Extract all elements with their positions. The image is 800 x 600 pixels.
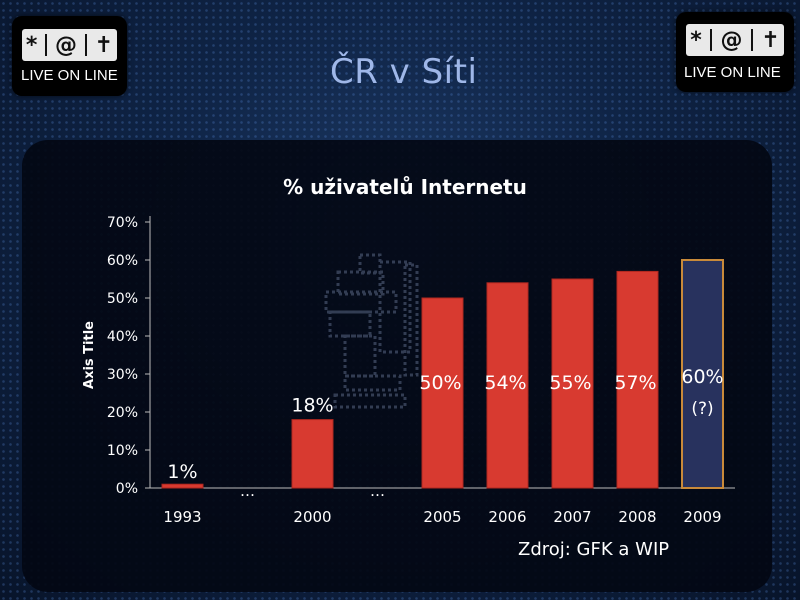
data-label: 57% [614, 372, 656, 394]
bar [616, 270, 659, 489]
data-label: 50% [419, 372, 461, 394]
y-tick-label: 70% [107, 215, 138, 231]
data-label: 55% [549, 372, 591, 394]
at-sign-icon: @ [720, 27, 743, 53]
logo-right-glyphs: * @ ✝ [686, 24, 784, 56]
cross-icon: ✝ [94, 32, 114, 58]
illustration-block [336, 270, 385, 296]
bars [161, 259, 724, 489]
data-labels: 1% … 18% … 50% 54% 55% 57% 60% (?) [167, 366, 723, 500]
illustration-block [378, 260, 412, 354]
logo-right: * @ ✝ LIVE ON LINE [676, 12, 794, 92]
bar [421, 297, 464, 489]
chart-title: % uživatelů Internetu [283, 175, 527, 199]
bar-highlight [681, 259, 724, 489]
people-illustration [324, 253, 419, 409]
data-label: 18% [291, 395, 333, 417]
data-label-annotation: (?) [691, 399, 713, 419]
illustration-block [343, 334, 377, 378]
y-tick-label: 0% [116, 481, 138, 497]
y-tick-label: 40% [107, 329, 138, 345]
data-label: 1% [167, 461, 197, 483]
data-label: … [370, 482, 385, 500]
divider [750, 28, 753, 52]
x-tick-label: 2008 [618, 508, 656, 526]
illustration-block [343, 374, 402, 392]
divider [710, 28, 713, 52]
x-tick-label: 2007 [553, 508, 591, 526]
asterisk-icon: * [25, 32, 38, 58]
slide-title: ČR v Síti [330, 52, 478, 92]
at-sign-icon: @ [55, 32, 77, 58]
bar [161, 483, 204, 489]
illustration-block [358, 253, 382, 275]
x-tick-label: 2005 [423, 508, 461, 526]
illustration-block [333, 393, 407, 409]
x-tick-label: 1993 [163, 508, 201, 526]
y-axis-title: Axis Title [82, 321, 97, 389]
divider [45, 33, 48, 57]
illustration-block [403, 263, 419, 377]
bar [486, 282, 529, 489]
illustration-block [324, 290, 398, 314]
y-tick-label: 50% [107, 291, 138, 307]
data-label: … [240, 482, 255, 500]
asterisk-icon: * [690, 27, 702, 53]
x-axis-labels: 1993 2000 2005 2006 2007 2008 2009 [163, 508, 721, 526]
y-tick-label: 10% [107, 443, 138, 459]
x-tick-label: 2000 [293, 508, 331, 526]
x-tick-label: 2006 [488, 508, 526, 526]
y-tick-label: 60% [107, 253, 138, 269]
illustration-block [328, 310, 372, 338]
logo-left-text: LIVE ON LINE [21, 67, 118, 84]
data-label: 54% [484, 372, 526, 394]
y-axis-ticks: 0% 10% 20% 30% 40% 50% 60% 70% [107, 215, 150, 497]
cross-icon: ✝ [761, 27, 780, 53]
data-label: 60% [681, 366, 723, 388]
y-tick-label: 30% [107, 367, 138, 383]
logo-left-glyphs: * @ ✝ [22, 29, 117, 61]
logo-left: * @ ✝ LIVE ON LINE [12, 16, 127, 96]
bar [551, 278, 594, 489]
source-note: Zdroj: GFK a WIP [518, 539, 670, 560]
bar [291, 419, 334, 489]
y-tick-label: 20% [107, 405, 138, 421]
divider [84, 33, 87, 57]
x-tick-label: 2009 [683, 508, 721, 526]
logo-right-text: LIVE ON LINE [684, 64, 781, 81]
